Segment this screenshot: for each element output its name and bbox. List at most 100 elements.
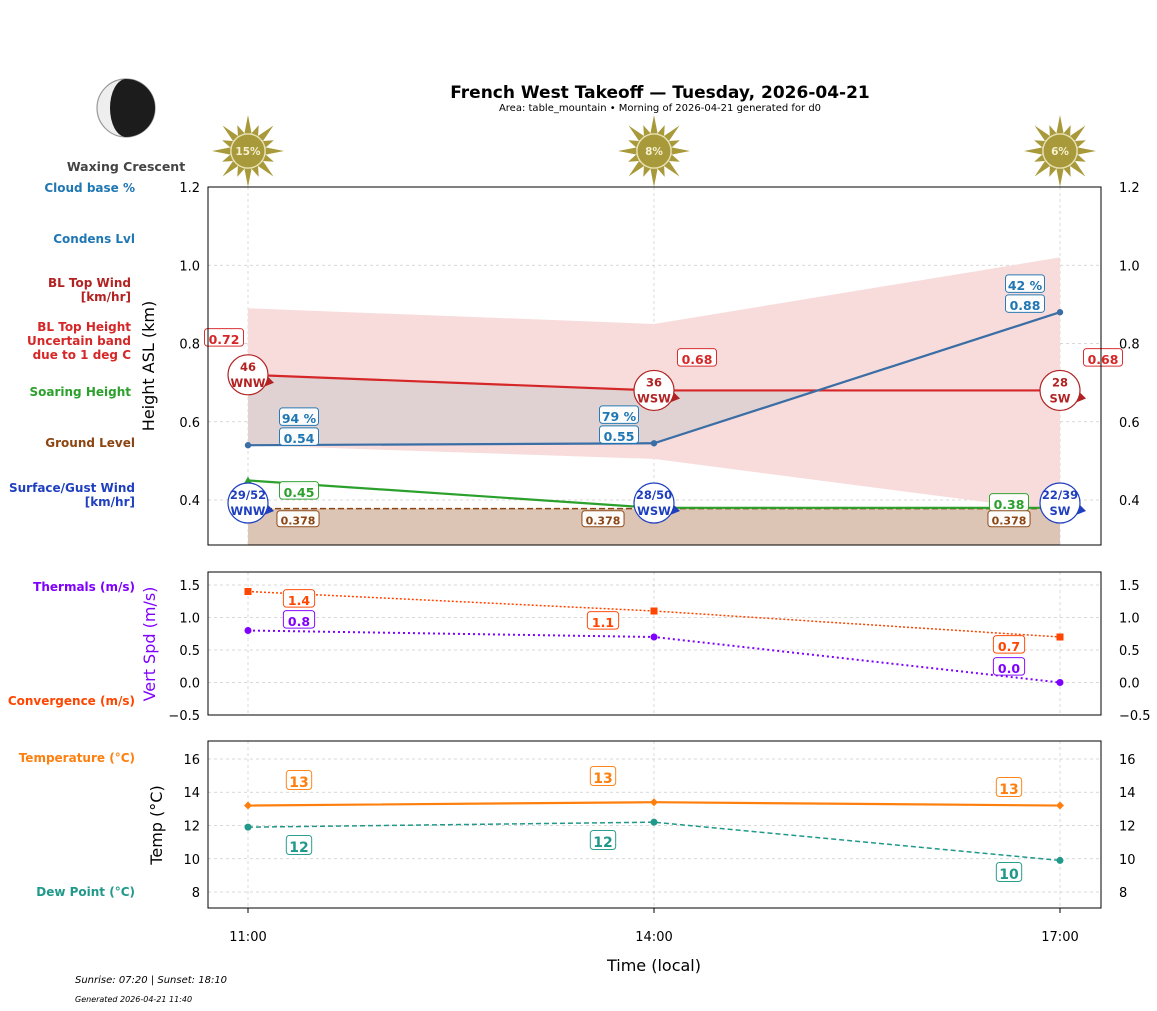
- temperature-value-label-box: [995, 777, 1023, 797]
- surface-wind-direction: WSW: [637, 504, 671, 518]
- condens-value-label: 0.88: [1010, 298, 1041, 313]
- x-axis-label: Time (local): [606, 956, 701, 975]
- y-tick-label: 0.0: [179, 677, 200, 692]
- convergence-line: [247, 590, 1061, 638]
- sun-ray: [1049, 125, 1057, 137]
- convergence-point: [244, 588, 252, 595]
- dewpoint-point: [650, 818, 658, 826]
- thermals-value-label-box: [992, 657, 1026, 676]
- thermals-point: [244, 627, 252, 634]
- sun-ray: [1056, 115, 1064, 134]
- ground-value-label: 0.378: [281, 514, 316, 527]
- bl-top-wind-direction: WSW: [637, 391, 671, 405]
- sun-ray: [262, 154, 274, 162]
- label-bl-wind: BL Top Wind [km/hr]: [47, 276, 131, 304]
- sun-ray: [265, 147, 284, 155]
- sun-times: Sunrise: 07:20 | Sunset: 18:10: [75, 975, 228, 986]
- sun-ray: [657, 165, 665, 177]
- bl-top-wind-circle: [633, 369, 675, 412]
- sun-ray: [663, 160, 680, 177]
- sun-ray: [1056, 168, 1064, 187]
- sun-ray: [1034, 154, 1046, 162]
- dewpoint-value-label-box: [589, 830, 617, 850]
- condens-point: [650, 440, 658, 447]
- surface-wind-direction: WNW: [231, 504, 266, 518]
- surface-wind-arrow-icon: [670, 505, 680, 515]
- sun-ray: [1034, 160, 1051, 177]
- y-axis-label: Temp (°C): [147, 785, 166, 865]
- sun-ray: [244, 168, 252, 187]
- ground-value-label-box: [581, 510, 625, 528]
- surface-wind-speed: 22/39: [1042, 488, 1078, 502]
- sun-ray: [251, 165, 259, 177]
- bl-top-value-label-box: [677, 348, 717, 367]
- soaring-point: [244, 476, 252, 484]
- y-tick-label-right: 1.0: [1119, 259, 1140, 274]
- sun-ray: [1069, 125, 1086, 142]
- y-tick-label-right: 1.0: [1119, 612, 1140, 627]
- temperature-value-label: 13: [593, 771, 612, 787]
- bl-top-wind-speed: 36: [646, 375, 662, 389]
- thermals-point: [650, 633, 658, 641]
- convergence-point: [1056, 633, 1064, 641]
- moon-shadow: [109, 78, 156, 137]
- sun-ray: [1074, 154, 1086, 162]
- sun-ray: [1034, 140, 1046, 148]
- ground-fill: [248, 508, 1060, 545]
- sun-ray: [663, 125, 680, 142]
- soaring-value-label: 0.38: [994, 497, 1025, 512]
- y-axis-label: Height ASL (km): [139, 301, 158, 431]
- soaring-value-label-box: [279, 481, 319, 500]
- condens-value-label: 0.55: [604, 429, 635, 444]
- bl-top-wind-circle: [227, 354, 269, 396]
- plot-frame: [207, 571, 1102, 716]
- bl-top-value-label-box: [1083, 348, 1123, 367]
- label-cloud-base: Cloud base %: [44, 181, 135, 195]
- y-tick-label: 8: [192, 886, 200, 901]
- sun-ray: [657, 125, 665, 137]
- dewpoint-point: [1056, 856, 1064, 864]
- y-tick-label: 12: [183, 819, 200, 834]
- y-tick-label: 16: [183, 753, 200, 768]
- label-condens: Condens Lvl: [53, 232, 135, 246]
- convergence-point: [650, 607, 658, 615]
- y-tick-label-right: −0.5: [1119, 709, 1151, 724]
- sun-ray: [1024, 147, 1043, 155]
- bl-top-value-label: 0.68: [682, 352, 713, 367]
- bl-top-wind-arrow-icon: [670, 392, 680, 403]
- bl-top-value-label: 0.72: [209, 332, 240, 347]
- label-bl-height: BL Top Height Uncertain band due to 1 de…: [27, 320, 131, 362]
- convergence-value-label: 1.4: [288, 593, 310, 608]
- surface-wind-circle: [1039, 482, 1081, 524]
- y-tick-label: 1.0: [179, 259, 200, 274]
- y-tick-label: 1.0: [179, 612, 200, 627]
- x-tick-label: 17:00: [1041, 930, 1078, 945]
- y-tick-label: 0.6: [179, 416, 200, 431]
- y-tick-label: 1.5: [179, 579, 200, 594]
- label-temperature: Temperature (°C): [18, 751, 135, 765]
- y-tick-label: 1.2: [179, 181, 200, 196]
- label-convergence: Convergence (m/s): [7, 694, 135, 708]
- sun-ray: [222, 154, 234, 162]
- surface-wind-speed: 29/52: [230, 488, 266, 502]
- sun-cloud-cover-label: 6%: [1051, 146, 1069, 158]
- bl-top-wind-speed: 46: [240, 360, 256, 374]
- thermals-value-label-box: [282, 610, 316, 629]
- sun-ray: [237, 165, 245, 177]
- sun-icon: [212, 115, 284, 187]
- bl-top-wind-arrow-icon: [264, 376, 274, 387]
- surface-wind-circle: [633, 482, 675, 524]
- sun-ray: [222, 140, 234, 148]
- cloud-base-pct-label: 79 %: [602, 409, 637, 424]
- x-tick-label: 11:00: [229, 930, 266, 945]
- dewpoint-value-label: 12: [289, 840, 308, 856]
- y-tick-label-right: 12: [1119, 819, 1136, 834]
- convergence-value-label-box: [992, 635, 1026, 654]
- convergence-value-label-box: [282, 589, 316, 608]
- sun-ray: [222, 160, 239, 177]
- sun-ray: [1077, 147, 1096, 155]
- sun-ray: [668, 140, 680, 148]
- sun-ray: [643, 125, 651, 137]
- sun-cloud-cover-label: 15%: [235, 146, 261, 158]
- thermals-value-label: 0.0: [998, 661, 1020, 676]
